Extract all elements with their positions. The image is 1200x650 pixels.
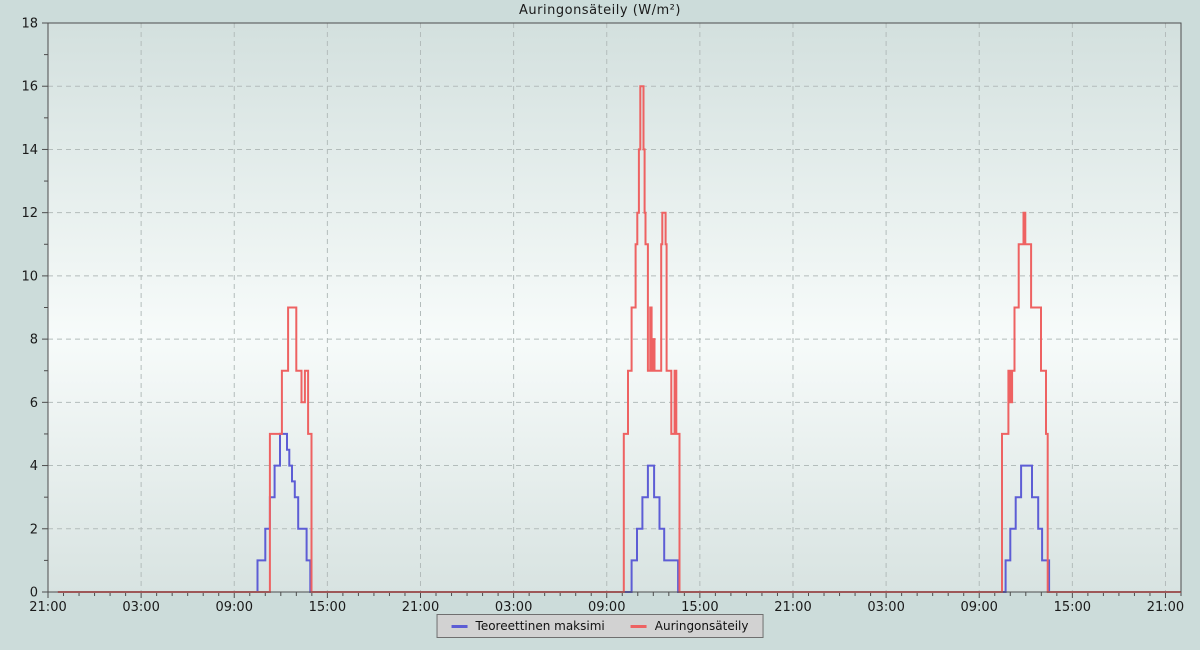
y-tick-label: 18 (21, 17, 38, 32)
gridlines (48, 23, 1181, 592)
chart-title: Auringonsäteily (W/m²) (519, 3, 681, 18)
series-line-auringons-teily (57, 85, 1181, 593)
legend-label: Auringonsäteily (654, 619, 749, 633)
x-tick-label: 21:00 (1147, 600, 1184, 615)
legend: Teoreettinen maksimi Auringonsäteily (436, 614, 764, 638)
y-tick-label: 10 (21, 269, 38, 284)
y-tick-label: 14 (21, 143, 38, 158)
x-tick-label: 09:00 (588, 600, 625, 615)
x-tick-label: 09:00 (960, 600, 997, 615)
plot-background (48, 23, 1181, 592)
plot-border (47, 22, 1182, 593)
legend-item-teoreettinen-maksimi: Teoreettinen maksimi (451, 619, 605, 633)
x-tick-label: 15:00 (1054, 600, 1091, 615)
y-tick-label: 8 (30, 333, 38, 348)
x-tick-label: 03:00 (122, 600, 159, 615)
x-tick-label: 21:00 (402, 600, 439, 615)
y-tick-label: 0 (30, 586, 38, 601)
legend-swatch-red-line (630, 624, 647, 628)
x-tick-label: 15:00 (681, 600, 718, 615)
x-tick-label: 03:00 (495, 600, 532, 615)
y-tick-label: 12 (21, 206, 38, 221)
series-line-teoreettinen-maksimi (57, 432, 1181, 593)
y-tick-label: 2 (30, 522, 38, 537)
y-tick-label: 16 (21, 80, 38, 95)
x-tick-label: 21:00 (774, 600, 811, 615)
y-tick-label: 4 (30, 459, 38, 474)
axis-labels: 21:00 03:00 09:00 15:00 21:00 03:00 09:00 15:00… (21, 17, 1184, 616)
x-tick-label: 21:00 (29, 600, 66, 615)
legend-label: Teoreettinen maksimi (475, 619, 605, 633)
legend-item-auringonsateily: Auringonsäteily (630, 619, 749, 633)
x-tick-label: 15:00 (309, 600, 346, 615)
x-tick-label: 03:00 (867, 600, 904, 615)
y-tick-label: 6 (30, 396, 38, 411)
x-tick-label: 09:00 (216, 600, 253, 615)
legend-swatch-blue-line (451, 624, 468, 628)
